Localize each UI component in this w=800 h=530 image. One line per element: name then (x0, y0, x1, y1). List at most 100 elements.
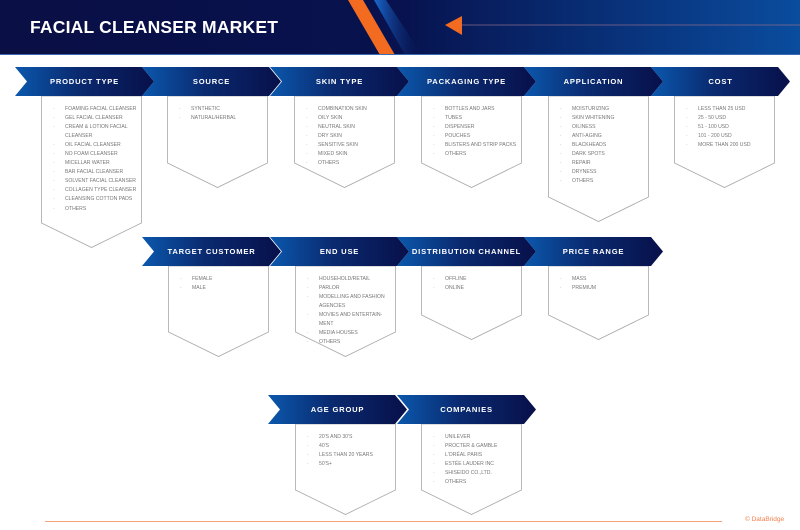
segment-list: · FEMALE · MALE (168, 266, 269, 293)
segment-list: · UNILEVER · PROCTER & GAMBLE · L'ORÉAL PARIS… (421, 424, 522, 487)
list-item: · MASS (560, 275, 645, 284)
bullet-icon: · (306, 160, 308, 167)
list-item-label: 25 - 50 USD (698, 115, 727, 122)
list-item-label: OILINESS (572, 124, 596, 131)
segment-list: · MASS · PREMIUM (548, 266, 649, 293)
segment-box-packaging-type: · BOTTLES AND JARS · TUBES · DISPENSER · POUCHE… (421, 95, 522, 188)
list-item: · OFFLINE (433, 275, 518, 284)
list-item-label: OTHERS (319, 339, 341, 346)
list-item-label: CLEANSING COTTON PADS (65, 196, 133, 203)
list-item: · 25 - 50 USD (686, 114, 771, 123)
list-item: · SYNTHETIC (179, 105, 264, 114)
bullet-icon: · (53, 160, 55, 167)
list-item-label: COMBINATION SKIN (318, 106, 367, 112)
list-item: · FOAMING FACIAL CLEANSER (53, 105, 138, 114)
segment-header-source: SOURCE (142, 67, 281, 96)
list-item-label: BLISTERS AND STRIP PACKS (445, 142, 517, 149)
list-item: · ESTÉE LAUDER INC (433, 460, 518, 469)
bullet-icon: · (53, 205, 55, 212)
list-item: · MALE (180, 284, 265, 293)
list-item-label: ESTÉE LAUDER INC (445, 461, 494, 468)
list-item-label: OTHERS (318, 160, 340, 167)
list-item-label: SKIN WHITENING (572, 115, 615, 122)
segment-header-cost: COST (651, 67, 790, 96)
list-item: · OILINESS (560, 123, 645, 132)
segment-box-distribution-channel: · OFFLINE · ONLINE (421, 265, 522, 340)
bullet-icon: · (686, 124, 688, 131)
list-item: · 50'S+ (307, 460, 392, 469)
bullet-icon: · (560, 160, 562, 167)
bullet-icon: · (306, 115, 308, 122)
list-item-label: 50'S+ (319, 461, 333, 468)
list-item: · CREAM & LOTION FACIAL CLEANSER (53, 123, 138, 141)
segment-list: · COMBINATION SKIN · OILY SKIN · NEUTRAL SKIN… (294, 96, 395, 168)
list-item-label: MEDIA HOUSES (319, 330, 358, 337)
list-item: · COMBINATION SKIN (306, 105, 391, 114)
brand-logo-text: © DataBridge (745, 516, 785, 523)
list-item: · BAR FACIAL CLEANSER (53, 168, 138, 177)
list-item-label: OIL FACIAL CLEANSER (65, 142, 121, 149)
list-item-label: MASS (572, 276, 587, 282)
bullet-icon: · (306, 124, 308, 131)
segment-header-packaging-type: PACKAGING TYPE (397, 67, 536, 96)
bullet-icon: · (53, 187, 55, 194)
segment-list: · HOUSEHOLD/RETAIL · PARLOR · MODELLING AND F… (295, 266, 396, 347)
bullet-icon: · (433, 452, 435, 459)
segment-header-end-use: END USE (270, 237, 409, 266)
list-item: · BLACKHEADS (560, 141, 645, 150)
list-item-label: NATURAL/HERBAL (191, 115, 237, 122)
list-item-label: OTHERS (445, 151, 467, 158)
bullet-icon: · (433, 142, 435, 149)
bullet-icon: · (306, 133, 308, 140)
segment-box-companies: · UNILEVER · PROCTER & GAMBLE · L'ORÉAL PARIS… (421, 423, 522, 515)
bullet-icon: · (433, 151, 435, 158)
arrow-left-icon (445, 16, 462, 35)
list-item: · REPAIR (560, 159, 645, 168)
list-item-label: LESS THAN 20 YEARS (319, 452, 373, 459)
bullet-icon: · (560, 124, 562, 131)
bullet-icon: · (433, 276, 435, 282)
list-item-label: TUBES (445, 115, 462, 122)
list-item: · 101 - 200 USD (686, 132, 771, 141)
list-item-label: NEUTRAL SKIN (318, 124, 355, 131)
bullet-icon: · (307, 276, 309, 282)
bullet-icon: · (560, 285, 562, 292)
bullet-icon: · (179, 115, 181, 122)
bullet-icon: · (433, 115, 435, 122)
bullet-icon: · (686, 115, 688, 122)
list-item-label: PROCTER & GAMBLE (445, 443, 498, 450)
bullet-icon: · (433, 133, 435, 140)
list-item-label: MOVIES AND ENTERTAIN-MENT (319, 312, 383, 328)
list-item-label: OFFLINE (445, 276, 467, 282)
list-item: · NO FOAM CLEANSER (53, 150, 138, 159)
list-item: · MICELLAR WATER (53, 159, 138, 168)
bullet-icon: · (307, 330, 309, 337)
bullet-icon: · (307, 452, 309, 459)
segment-header-product-type: PRODUCT TYPE (15, 67, 154, 96)
bullet-icon: · (180, 276, 182, 282)
list-item: · PREMIUM (560, 284, 645, 293)
bullet-icon: · (686, 133, 688, 140)
list-item: · FEMALE (180, 275, 265, 284)
list-item-label: LESS THAN 25 USD (698, 106, 746, 112)
list-item-label: MALE (192, 285, 206, 292)
bullet-icon: · (433, 124, 435, 131)
segment-box-application: · MOISTURIZING · SKIN WHITENING · OILINESS · AN… (548, 95, 649, 222)
bullet-icon: · (560, 169, 562, 176)
segment-box-target-customer: · FEMALE · MALE (168, 265, 269, 357)
list-item-label: ANTI-AGING (572, 133, 602, 140)
list-item: · HOUSEHOLD/RETAIL (307, 275, 392, 284)
segment-list: · FOAMING FACIAL CLEANSER · GEL FACIAL CLEA… (41, 96, 142, 214)
bullet-icon: · (307, 461, 309, 468)
segment-list: · 20'S AND 30'S · 40'S · LESS THAN 20 YEARS · 5… (295, 424, 396, 469)
list-item-label: MIXED SKIN (318, 151, 348, 158)
list-item-label: SYNTHETIC (191, 106, 220, 112)
bullet-icon: · (306, 142, 308, 149)
list-item: · MODELLING AND FASHION AGENCIES (307, 293, 392, 311)
list-item: · MIXED SKIN (306, 150, 391, 159)
list-item-label: SHISEIDO CO.,LTD. (445, 470, 492, 477)
list-item: · SENSITIVE SKIN (306, 141, 391, 150)
segment-list: · SYNTHETIC · NATURAL/HERBAL (167, 96, 268, 123)
list-item-label: 40'S (319, 443, 330, 450)
segment-header-companies: COMPANIES (397, 395, 536, 424)
